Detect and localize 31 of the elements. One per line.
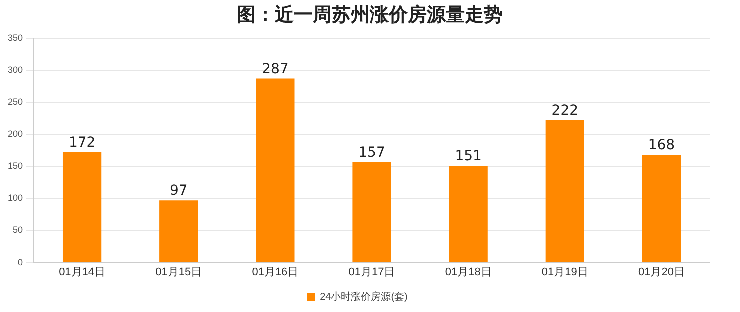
data-label: 168 bbox=[648, 138, 676, 154]
data-label: 222 bbox=[552, 103, 579, 120]
bar bbox=[256, 78, 295, 262]
y-tick-label: 50 bbox=[13, 225, 24, 236]
bar bbox=[160, 200, 198, 262]
chart-title: 图：近一周苏州涨价房源量走势 bbox=[236, 3, 504, 28]
y-tick-label: 150 bbox=[8, 161, 24, 172]
y-tick-label: 100 bbox=[8, 193, 24, 204]
y-tick-label: 350 bbox=[8, 32, 24, 43]
x-tick-label: 01月15日 bbox=[156, 266, 202, 278]
bar bbox=[642, 155, 682, 262]
x-tick-label: 01月18日 bbox=[445, 266, 492, 278]
y-tick-label: 250 bbox=[8, 97, 24, 107]
data-label: 97 bbox=[170, 183, 188, 200]
bar bbox=[352, 162, 392, 262]
x-tick-label: 01月14日 bbox=[59, 266, 106, 278]
data-label: 157 bbox=[358, 144, 386, 161]
x-tick-label: 01月19日 bbox=[542, 266, 588, 278]
data-label: 287 bbox=[262, 61, 289, 78]
bar bbox=[449, 166, 488, 262]
y-tick-label: 0 bbox=[18, 257, 24, 268]
data-label: 172 bbox=[68, 135, 96, 152]
x-tick-label: 01月20日 bbox=[638, 266, 685, 278]
bar bbox=[546, 120, 584, 262]
bar bbox=[62, 152, 102, 262]
data-label: 151 bbox=[455, 148, 482, 165]
y-tick-label: 300 bbox=[8, 64, 24, 75]
x-tick-label: 01月16日 bbox=[252, 266, 299, 278]
legend-label: 24小时涨价房源(套) bbox=[320, 290, 408, 303]
x-tick-label: 01月17日 bbox=[348, 266, 396, 278]
y-tick-label: 200 bbox=[8, 129, 24, 140]
